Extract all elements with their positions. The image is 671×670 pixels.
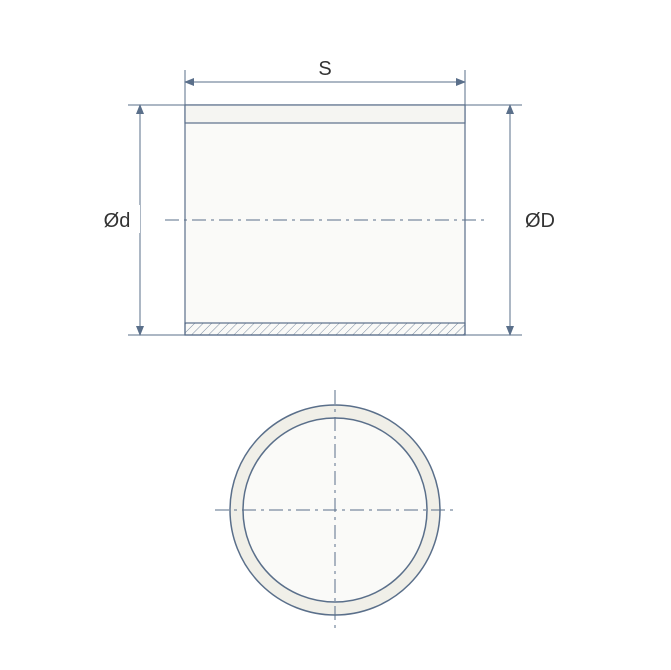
label-D: ØD [525, 210, 555, 232]
dimension-D: ØD [465, 105, 565, 335]
label-d: Ød [104, 210, 131, 232]
end-view [215, 390, 455, 630]
label-s: S [318, 58, 331, 80]
side-view [165, 105, 485, 335]
dimension-s: S [185, 58, 465, 105]
bushing-diagram: S Ød ØD [0, 0, 671, 670]
